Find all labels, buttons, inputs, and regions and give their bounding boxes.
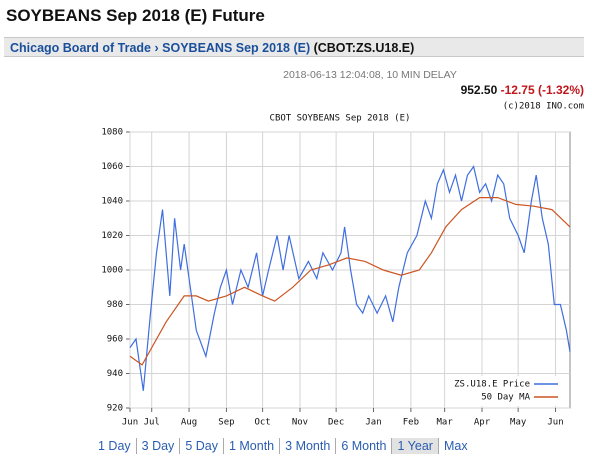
breadcrumb-link[interactable]: SOYBEANS Sep 2018 (E)	[162, 41, 311, 55]
legend-box	[446, 376, 562, 406]
breadcrumb-separator: ›	[154, 41, 159, 55]
y-tick-label: 1020	[101, 231, 123, 241]
y-tick-label: 980	[107, 300, 123, 310]
copyright: (c)2018 INO.com	[503, 102, 584, 112]
legend-label: ZS.U18.E Price	[454, 380, 530, 390]
range-link[interactable]: 1 Day	[98, 439, 131, 453]
y-tick-label: 1060	[101, 162, 123, 172]
timestamp: 2018-06-13 12:04:08, 10 MIN DELAY	[283, 69, 457, 81]
legend-label: 50 Day MA	[481, 393, 530, 403]
series-line	[129, 197, 571, 366]
y-tick-label: 1040	[101, 197, 123, 207]
price-change: -12.75 (-1.32%)	[501, 83, 584, 97]
page-title: SOYBEANS Sep 2018 (E) Future	[6, 6, 265, 25]
breadcrumb-link[interactable]: Chicago Board of Trade	[10, 41, 151, 55]
y-tick-label: 1080	[101, 128, 123, 138]
range-link[interactable]: Max	[437, 438, 473, 454]
x-tick-label: Dec	[328, 418, 344, 428]
x-tick-label: Nov	[292, 418, 308, 428]
x-tick-label: Aug	[181, 418, 197, 428]
x-tick-label: Jun	[122, 418, 138, 428]
x-tick-label: Jul	[144, 418, 160, 428]
series-line	[129, 165, 571, 391]
range-links: 1 Day 3 Day 5 Day 1 Month 3 Month 6 Month 1 Ye…	[93, 438, 473, 454]
y-tick-label: 920	[107, 404, 123, 414]
y-tick-label: 940	[107, 369, 123, 379]
x-tick-label: May	[510, 418, 527, 428]
range-link[interactable]: 3 Day	[135, 438, 180, 454]
range-link[interactable]: 1 Month	[222, 438, 279, 454]
x-tick-label: Jan	[365, 418, 381, 428]
x-tick-label: Feb	[403, 418, 419, 428]
y-tick-label: 1000	[101, 266, 123, 276]
x-tick-label: Sep	[218, 418, 234, 428]
range-link[interactable]: 5 Day	[179, 438, 223, 454]
x-tick-label: Oct	[254, 418, 270, 428]
x-tick-label: Jun	[547, 418, 563, 428]
y-tick-label: 960	[107, 335, 123, 345]
chart-title: CBOT SOYBEANS Sep 2018 (E)	[270, 114, 411, 124]
breadcrumb: Chicago Board of Trade › SOYBEANS Sep 20…	[4, 37, 584, 57]
range-link[interactable]: 6 Month	[335, 438, 391, 454]
quote: 952.50 -12.75 (-1.32%)	[461, 83, 584, 97]
x-tick-label: Apr	[474, 418, 491, 428]
last-price: 952.50	[461, 83, 498, 97]
range-link[interactable]: 1 Year	[391, 438, 438, 454]
x-tick-label: Mar	[436, 418, 453, 428]
range-link[interactable]: 3 Month	[279, 438, 335, 454]
breadcrumb-symbol: (CBOT:ZS.U18.E)	[313, 41, 415, 55]
chart: 2018-06-13 12:04:08, 10 MIN DELAY 952.50…	[101, 69, 584, 428]
